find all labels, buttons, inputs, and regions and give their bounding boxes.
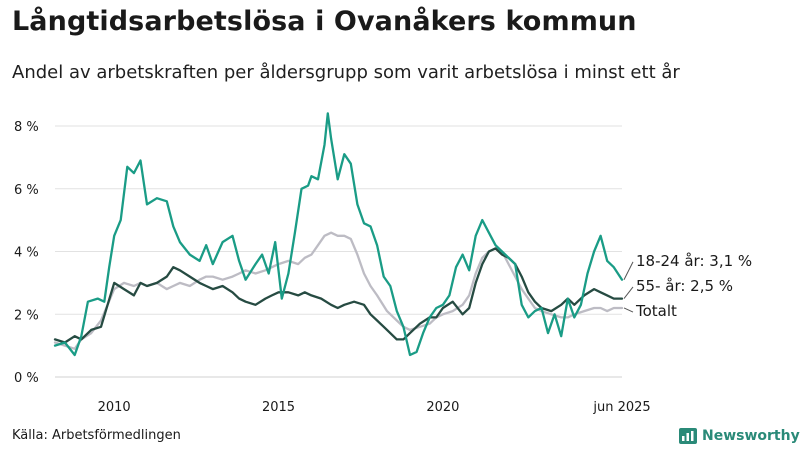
brand-name: Newsworthy — [702, 428, 800, 444]
chart-subtitle: Andel av arbetskraften per åldersgrupp s… — [12, 62, 680, 83]
series-line-18-24-r — [53, 112, 624, 357]
end-label: Totalt — [635, 302, 677, 320]
source-note: Källa: Arbetsförmedlingen — [12, 428, 181, 443]
x-tick-label: 2010 — [98, 400, 131, 415]
y-tick-label: 8 % — [14, 120, 39, 135]
y-tick-label: 2 % — [14, 308, 39, 323]
end-label-connector — [623, 307, 634, 313]
x-tick-label: jun 2025 — [592, 400, 650, 415]
chart-title: Långtidsarbetslösa i Ovanåkers kommun — [12, 6, 637, 37]
y-tick-label: 0 % — [14, 371, 39, 386]
end-label: 18-24 år: 3,1 % — [636, 252, 752, 270]
end-label-connector — [623, 286, 634, 299]
series-lines — [53, 112, 624, 357]
series-line-totalt — [53, 231, 624, 350]
brand-logo[interactable]: Newsworthy — [679, 428, 800, 444]
x-tick-label: 2020 — [426, 400, 459, 415]
y-tick-label: 4 % — [14, 246, 39, 261]
line-chart: 0 % 2 % 4 % 6 % 8 % 2010 2015 2020 jun 2025 18-… — [14, 112, 752, 415]
series-line-55-r — [53, 247, 624, 344]
y-tick-label: 6 % — [14, 183, 39, 198]
x-tick-label: 2015 — [262, 400, 295, 415]
end-labels: 18-24 år: 3,1 % 55- år: 2,5 % Totalt — [623, 252, 752, 320]
bar-chart-icon — [679, 428, 697, 444]
end-label-connector — [623, 261, 634, 280]
end-label: 55- år: 2,5 % — [636, 277, 733, 295]
y-axis-ticks: 0 % 2 % 4 % 6 % 8 % — [14, 120, 39, 386]
x-axis-ticks: 2010 2015 2020 jun 2025 — [98, 400, 651, 415]
